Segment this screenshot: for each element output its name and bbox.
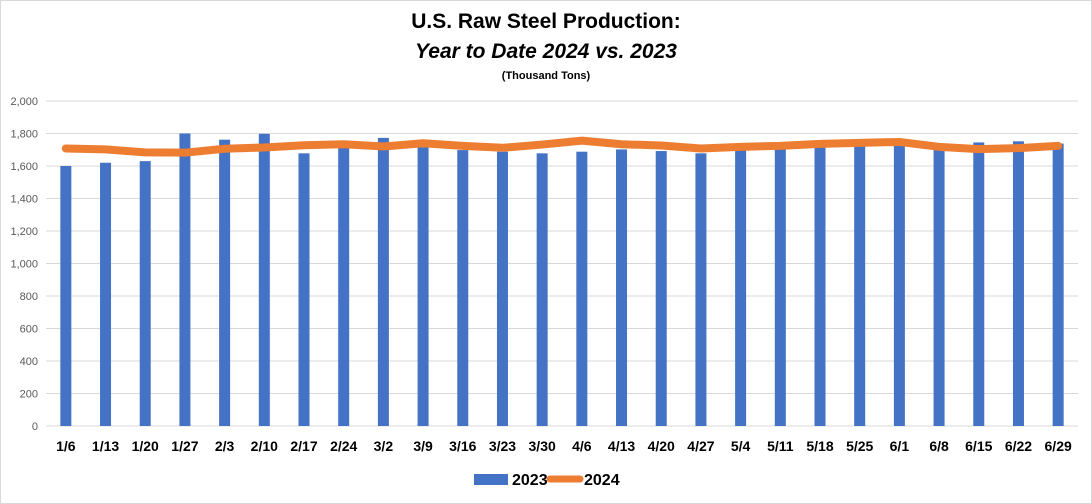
x-tick-label: 2/17 xyxy=(290,438,317,454)
gridlines xyxy=(46,100,1078,427)
bar xyxy=(854,145,866,426)
x-tick-label: 5/4 xyxy=(731,438,751,454)
x-tick-label: 1/13 xyxy=(92,438,119,454)
x-tick-label: 5/25 xyxy=(846,438,873,454)
x-tick-label: 2/3 xyxy=(215,438,235,454)
x-tick-label: 3/9 xyxy=(413,438,433,454)
bar xyxy=(973,142,985,426)
bar xyxy=(60,166,72,426)
x-tick-label: 3/2 xyxy=(374,438,394,454)
bar xyxy=(457,150,469,426)
bar xyxy=(893,144,905,426)
y-tick-label: 800 xyxy=(20,291,38,303)
x-tick-label: 5/18 xyxy=(806,438,833,454)
bar xyxy=(814,146,826,426)
x-tick-label: 6/15 xyxy=(965,438,992,454)
x-tick-label: 4/13 xyxy=(608,438,635,454)
x-tick-label: 4/27 xyxy=(687,438,714,454)
x-tick-label: 6/29 xyxy=(1045,438,1072,454)
y-tick-label: 600 xyxy=(20,324,38,336)
y-tick-label: 1,600 xyxy=(10,161,38,173)
x-tick-label: 3/23 xyxy=(489,438,516,454)
bar xyxy=(377,137,389,426)
x-tick-label: 6/1 xyxy=(890,438,910,454)
bar xyxy=(417,147,429,426)
bar xyxy=(100,162,112,426)
y-tick-label: 1,000 xyxy=(10,259,38,271)
x-tick-label: 1/20 xyxy=(132,438,159,454)
chart-units-note: (Thousand Tons) xyxy=(501,70,591,82)
chart-title: U.S. Raw Steel Production: xyxy=(411,10,681,33)
x-tick-label: 2/24 xyxy=(330,438,357,454)
x-tick-label: 6/22 xyxy=(1005,438,1032,454)
bar xyxy=(576,151,588,426)
y-tick-label: 1,800 xyxy=(10,129,38,141)
x-tick-label: 4/6 xyxy=(572,438,592,454)
bar-series-2023 xyxy=(60,133,1064,427)
bar xyxy=(735,150,747,426)
y-tick-label: 1,400 xyxy=(10,194,38,206)
bar xyxy=(219,139,231,427)
bar xyxy=(496,151,508,426)
bar xyxy=(139,161,151,426)
y-tick-label: 1,200 xyxy=(10,226,38,238)
bar xyxy=(258,133,270,426)
bar xyxy=(616,149,628,427)
y-tick-label: 200 xyxy=(20,389,38,401)
y-tick-label: 0 xyxy=(32,421,38,433)
bar xyxy=(298,153,310,426)
line-series-2024 xyxy=(61,136,1063,157)
x-tick-label: 5/11 xyxy=(767,438,794,454)
series-line-2024 xyxy=(61,136,1063,157)
bar xyxy=(1012,141,1024,427)
y-axis: 0 200 400 600 800 1,000 1,200 1,400 1,600 1,800 2,… xyxy=(10,96,38,433)
x-tick-label: 1/6 xyxy=(56,438,76,454)
legend-label-2024: 2024 xyxy=(584,472,620,489)
bar xyxy=(933,149,945,426)
bar xyxy=(695,153,707,426)
y-tick-label: 400 xyxy=(20,356,38,368)
legend: 2023 2024 xyxy=(474,472,620,489)
bar xyxy=(536,153,548,426)
x-tick-label: 3/16 xyxy=(449,438,476,454)
bar xyxy=(655,151,667,427)
legend-label-2023: 2023 xyxy=(512,472,548,489)
x-axis: 1/6 1/13 1/20 1/27 2/3 2/10 2/17 2/24 3/2 3/9 3/16… xyxy=(56,438,1072,454)
x-tick-label: 3/30 xyxy=(529,438,556,454)
bar xyxy=(179,133,191,426)
y-tick-label: 2,000 xyxy=(10,96,38,108)
x-tick-label: 1/27 xyxy=(171,438,198,454)
legend-swatch-2023 xyxy=(474,474,508,485)
bar xyxy=(338,147,350,426)
bar xyxy=(1052,143,1064,426)
x-tick-label: 4/20 xyxy=(648,438,675,454)
x-tick-label: 2/10 xyxy=(251,438,278,454)
bar xyxy=(774,148,786,426)
x-tick-label: 6/8 xyxy=(929,438,949,454)
chart-subtitle: Year to Date 2024 vs. 2023 xyxy=(415,40,677,63)
